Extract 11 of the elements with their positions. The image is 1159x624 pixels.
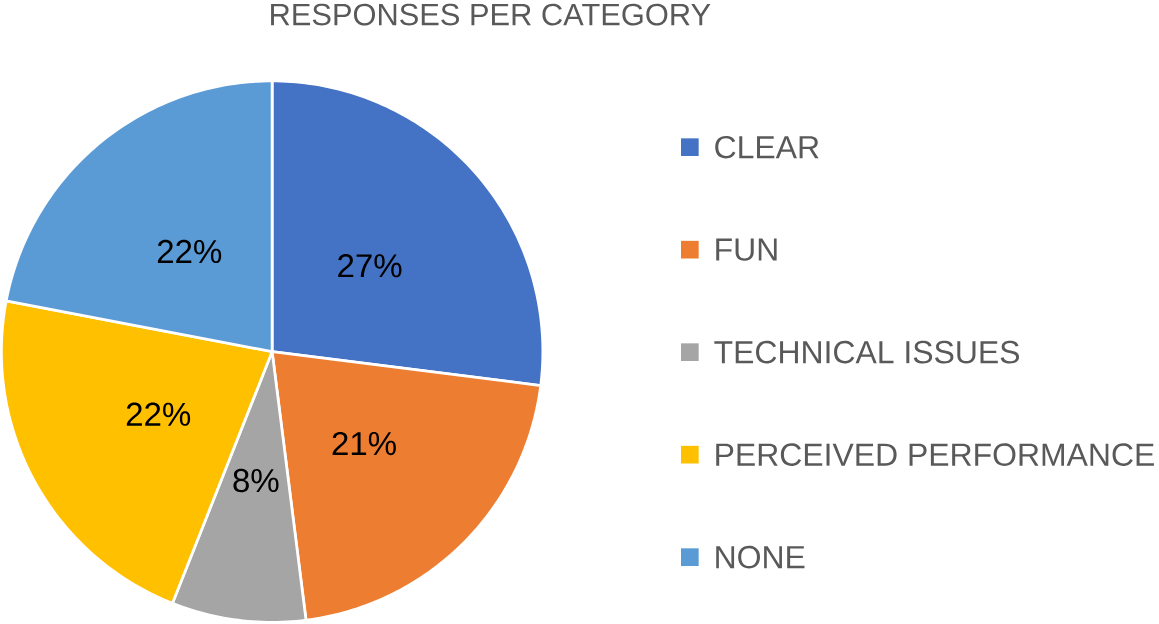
data-label: 22% bbox=[126, 402, 191, 426]
legend-label: FUN bbox=[716, 238, 777, 261]
legend-label: PERCEIVED PERFORMANCE bbox=[716, 443, 1154, 467]
legend-label: TECHNICAL ISSUES bbox=[714, 340, 1020, 364]
data-label: 21% bbox=[332, 432, 396, 456]
data-label: 8% bbox=[233, 468, 279, 493]
chart-title: RESPONSES PER CATEGORY bbox=[271, 3, 711, 26]
data-label: 22% bbox=[157, 239, 222, 264]
legend-label: NONE bbox=[716, 545, 805, 569]
data-label: 27% bbox=[338, 254, 402, 278]
legend-label: CLEAR bbox=[715, 136, 819, 159]
